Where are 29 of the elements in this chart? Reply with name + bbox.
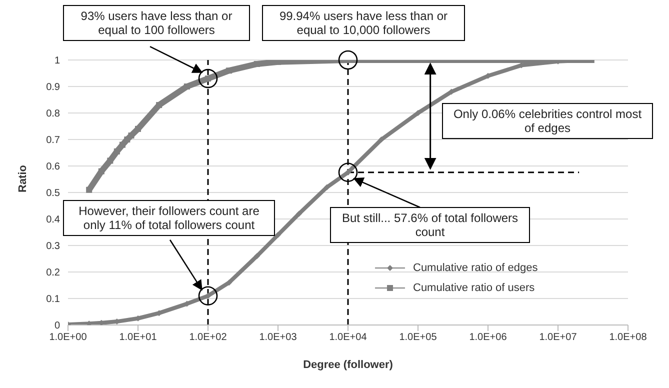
y-tick-label: 0.5 xyxy=(46,188,60,200)
legend-label: Cumulative ratio of edges xyxy=(412,262,539,274)
y-tick-label: 0.2 xyxy=(46,268,60,279)
y-tick-label: 0.1 xyxy=(46,294,60,306)
x-axis-title: Degree (follower) xyxy=(303,359,394,371)
y-tick-label: 0.3 xyxy=(46,241,60,252)
annotation: Only 0.06% celebrities control most of edges xyxy=(442,103,653,139)
y-tick-label: 0.8 xyxy=(46,108,60,120)
x-tick-label: 1.0E+05 xyxy=(399,332,438,344)
y-tick-label: 0 xyxy=(54,320,60,332)
x-tick-label: 1.0E+07 xyxy=(539,332,578,344)
text: 93% users have less than or equal to 100 followers xyxy=(63,4,250,41)
y-tick-label: 1 xyxy=(54,56,60,67)
y-tick-label: 0.9 xyxy=(46,82,60,94)
y-tick-label: 0.7 xyxy=(46,135,60,146)
y-tick-label: 0.6 xyxy=(46,162,60,173)
y-axis-title: Ratio xyxy=(16,164,29,192)
y-tick-label: 0.4 xyxy=(46,214,60,226)
x-tick-label: 1.0E+04 xyxy=(329,332,368,344)
text: 99.94% users have less than or equal to 10,000 followers xyxy=(262,5,465,41)
x-tick-label: 1.0E+06 xyxy=(469,332,508,344)
x-tick-label: 1.0E+00 xyxy=(49,332,88,344)
x-tick-label: 1.0E+03 xyxy=(259,332,298,344)
x-tick-label: 1.0E+02 xyxy=(189,332,228,344)
x-tick-label: 1.0E+01 xyxy=(119,332,158,344)
annotation: But still... 57.6% of total followers count xyxy=(330,207,530,244)
annotation: However, their followers count are only 11% of total followers count xyxy=(63,200,275,236)
x-tick-label: 1.0E+08 xyxy=(609,332,648,344)
legend-label: Cumulative ratio of users xyxy=(412,282,536,294)
